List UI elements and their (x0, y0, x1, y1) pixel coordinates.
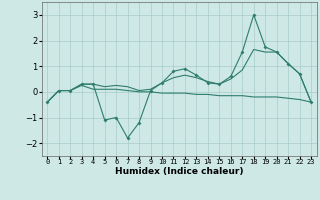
X-axis label: Humidex (Indice chaleur): Humidex (Indice chaleur) (115, 167, 244, 176)
